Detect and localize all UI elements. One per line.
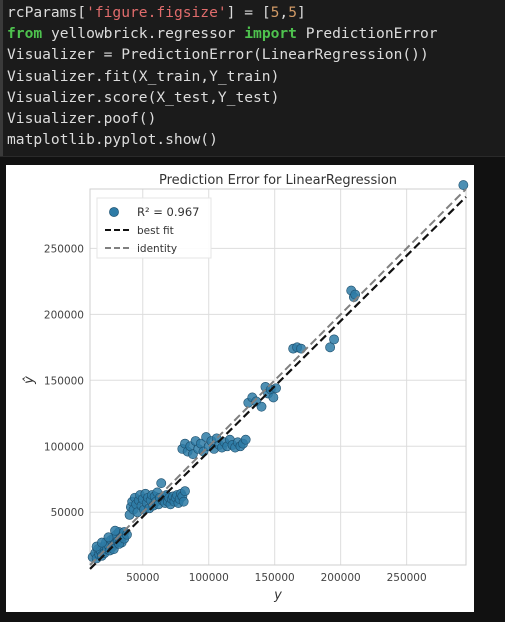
code-line: Visualizer.poof() xyxy=(7,110,156,127)
code-token: Visualizer.poof() xyxy=(7,110,157,128)
code-editor[interactable]: rcParams['figure.figsize'] = [5,5] from … xyxy=(7,2,438,150)
x-tick-label: 100000 xyxy=(189,572,229,584)
code-line: Visualizer = PredictionError(LinearRegre… xyxy=(7,46,429,63)
legend-marker xyxy=(109,207,119,217)
data-point xyxy=(178,496,189,507)
code-line: rcParams['figure.figsize'] = [5,5] xyxy=(7,4,306,21)
data-point xyxy=(325,342,336,353)
code-token: import xyxy=(244,25,297,43)
code-line: matplotlib.pyplot.show() xyxy=(7,131,218,148)
data-point xyxy=(110,525,120,536)
chart-title: Prediction Error for LinearRegression xyxy=(159,173,397,188)
code-token: from xyxy=(7,25,43,43)
data-point xyxy=(240,434,251,445)
y-tick-label: 100000 xyxy=(44,441,84,453)
code-token: Visualizer = PredictionError(LinearRegre… xyxy=(7,46,429,64)
code-token: 5 xyxy=(288,4,297,21)
cell-accent-bar xyxy=(0,0,3,156)
x-axis-label: y xyxy=(273,588,282,603)
y-tick-label: 200000 xyxy=(44,309,84,321)
code-token: 'figure.figsize' xyxy=(86,4,227,21)
code-cell[interactable]: rcParams['figure.figsize'] = [5,5] from … xyxy=(0,0,505,157)
y-tick-label: 50000 xyxy=(51,507,84,519)
prediction-error-chart: 50000 100000 150000 200000 250000 50000 10000… xyxy=(22,173,469,603)
code-token: PredictionError xyxy=(296,25,438,43)
fit-lines xyxy=(89,188,467,570)
data-point xyxy=(329,334,339,345)
data-point xyxy=(156,478,167,489)
code-token: Visualizer.score(X_test,Y_test) xyxy=(7,88,280,106)
code-line: Visualizer.score(X_test,Y_test) xyxy=(7,89,279,106)
code-token: , xyxy=(279,4,289,21)
y-tick-label: 150000 xyxy=(44,375,84,387)
legend-label: best fit xyxy=(137,225,174,237)
data-point xyxy=(458,180,469,190)
x-tick-label: 150000 xyxy=(255,572,295,584)
code-token: matplotlib.pyplot.show() xyxy=(7,131,218,149)
legend-label: identity xyxy=(137,243,177,255)
legend-label: R² = 0.967 xyxy=(137,205,199,219)
y-axis-label: ŷ xyxy=(22,376,37,385)
code-token: yellowbrick.regressor xyxy=(42,25,245,43)
best-fit-line xyxy=(89,196,467,570)
data-point xyxy=(96,537,107,548)
x-tick-labels: 50000 100000 150000 200000 250000 xyxy=(126,572,427,584)
data-point xyxy=(268,392,279,403)
code-token: 5 xyxy=(270,4,280,21)
legend: R² = 0.967 best fit identity xyxy=(96,197,212,259)
cell-output: 50000 100000 150000 200000 250000 50000 10000… xyxy=(6,165,474,612)
plot-area xyxy=(89,188,467,566)
y-tick-label: 250000 xyxy=(44,243,84,255)
code-token: ] xyxy=(297,4,306,21)
code-token: Visualizer.fit(X_train,Y_train) xyxy=(7,67,280,85)
code-line: from yellowbrick.regressor import Predic… xyxy=(7,25,438,42)
code-line: Visualizer.fit(X_train,Y_train) xyxy=(7,68,279,85)
x-tick-label: 200000 xyxy=(321,572,361,584)
data-point xyxy=(180,486,190,497)
code-token: ] = [ xyxy=(226,4,271,21)
data-point xyxy=(103,532,114,543)
x-tick-label: 250000 xyxy=(387,572,427,584)
data-point xyxy=(122,529,132,540)
identity-line xyxy=(89,188,467,566)
data-point xyxy=(256,401,267,412)
y-tick-labels: 50000 100000 150000 200000 250000 xyxy=(44,243,84,519)
x-tick-label: 50000 xyxy=(126,572,159,584)
code-token: rcParams[ xyxy=(7,4,87,21)
